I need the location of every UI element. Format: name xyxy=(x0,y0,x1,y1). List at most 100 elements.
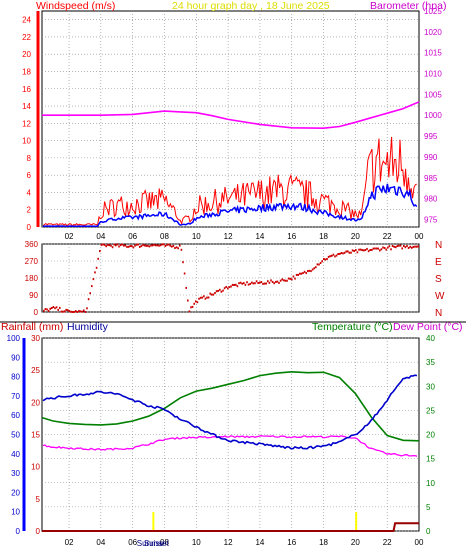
barometer-tick-label: 1020 xyxy=(424,28,442,37)
temp-x-tick-label: 10 xyxy=(192,538,201,547)
direction-point xyxy=(46,308,48,311)
direction-point xyxy=(94,271,96,274)
rainfall-tick-label: 25 xyxy=(31,366,40,375)
rainfall-series-line xyxy=(42,522,419,532)
direction-point xyxy=(326,258,328,260)
direction-point xyxy=(193,302,195,305)
direction-point xyxy=(412,245,415,248)
direction-point xyxy=(92,278,95,281)
direction-point xyxy=(227,287,229,290)
temp-x-tick-label: 20 xyxy=(351,538,360,547)
direction-point xyxy=(401,247,403,250)
direction-point xyxy=(195,300,197,303)
direction-point xyxy=(340,252,343,254)
direction-point xyxy=(294,277,296,280)
direction-point xyxy=(111,246,114,249)
direction-point xyxy=(385,248,387,251)
rainfall-tick-label: 10 xyxy=(31,463,40,472)
direction-point xyxy=(60,310,63,313)
direction-point xyxy=(132,246,135,249)
direction-point xyxy=(291,278,293,281)
direction-point xyxy=(206,296,208,299)
direction-point xyxy=(180,248,183,251)
direction-point xyxy=(108,244,111,247)
direction-point xyxy=(73,310,75,313)
wind-tick-label: 22 xyxy=(22,33,31,42)
direction-point xyxy=(172,244,175,247)
direction-point xyxy=(313,267,315,270)
humidity-tick-label: 50 xyxy=(11,431,20,440)
direction-point xyxy=(327,255,330,258)
wind-tick-label: 18 xyxy=(22,67,31,76)
wind-x-tick-label: 22 xyxy=(383,232,392,241)
direction-point xyxy=(225,285,227,288)
temperature-tick-label: 15 xyxy=(426,455,435,464)
direction-point xyxy=(83,309,85,312)
direction-point xyxy=(44,308,47,311)
barometer-tick-label: 1010 xyxy=(424,70,442,79)
direction-point xyxy=(107,243,109,246)
humidity-tick-label: 90 xyxy=(11,353,20,362)
direction-point xyxy=(380,248,383,251)
direction-point xyxy=(339,252,341,255)
direction-point xyxy=(142,243,144,246)
direction-point xyxy=(329,255,331,258)
direction-point xyxy=(387,246,389,249)
direction-point xyxy=(308,269,311,272)
direction-point xyxy=(116,243,119,246)
direction-point xyxy=(363,249,365,252)
wind-tick-label: 0 xyxy=(27,223,32,232)
direction-point xyxy=(59,306,61,309)
direction-point xyxy=(79,310,82,313)
direction-point xyxy=(249,282,251,285)
grid-layer xyxy=(42,11,419,532)
direction-point xyxy=(188,310,191,313)
compass-label: N xyxy=(435,240,442,251)
direction-point xyxy=(318,263,320,266)
rainfall-tick-label: 15 xyxy=(31,431,40,440)
direction-point xyxy=(236,285,239,288)
gust-series-line xyxy=(42,136,417,227)
direction-tick-label: 360 xyxy=(25,240,39,249)
direction-point xyxy=(284,279,287,282)
direction-point xyxy=(395,246,397,249)
humidity-series-line xyxy=(42,374,418,450)
temp-x-tick-label: 12 xyxy=(224,538,233,547)
direction-point xyxy=(303,270,306,273)
direction-point xyxy=(87,298,90,301)
barometer-tick-label: 995 xyxy=(424,132,438,141)
direction-panel-frame xyxy=(41,243,420,313)
direction-point xyxy=(254,282,256,285)
direction-point xyxy=(76,311,79,313)
direction-point xyxy=(67,309,69,312)
wind-tick-label: 12 xyxy=(22,119,31,128)
windspeed-series-line xyxy=(42,183,418,228)
direction-point xyxy=(95,266,98,269)
barometer-axis-title: Barometer (hpa) xyxy=(370,0,446,12)
direction-point xyxy=(159,244,162,247)
direction-point xyxy=(62,310,64,313)
direction-point xyxy=(212,293,215,296)
direction-point xyxy=(155,244,157,247)
direction-point xyxy=(292,275,295,278)
direction-point xyxy=(369,249,371,251)
direction-point xyxy=(267,280,269,283)
direction-point xyxy=(393,245,395,248)
wind-x-tick-label: 04 xyxy=(96,232,105,241)
direction-point xyxy=(342,252,344,255)
wind-tick-label: 16 xyxy=(22,85,31,94)
humidity-tick-label: 100 xyxy=(7,334,21,343)
direction-point xyxy=(353,250,355,252)
direction-point xyxy=(364,249,367,251)
direction-point xyxy=(324,258,327,261)
direction-point xyxy=(78,309,80,312)
direction-point xyxy=(191,305,194,308)
direction-point xyxy=(86,307,88,310)
direction-point xyxy=(137,243,139,246)
direction-point xyxy=(147,244,149,247)
direction-point xyxy=(51,307,53,309)
direction-point xyxy=(414,245,416,248)
temp-x-tick-label: 22 xyxy=(383,538,392,547)
direction-point xyxy=(255,280,258,283)
